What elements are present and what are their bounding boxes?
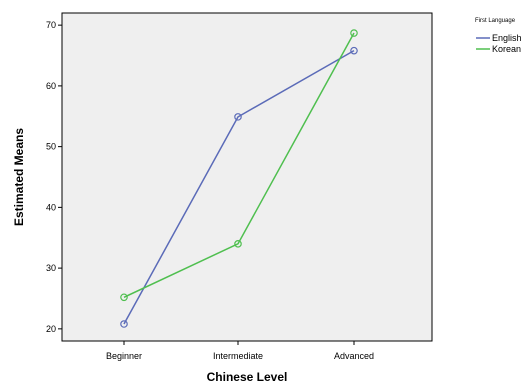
legend-label-korean: Korean <box>492 44 521 54</box>
x-tick-label: Intermediate <box>213 351 263 361</box>
data-point-english <box>234 113 242 121</box>
data-point-korean <box>350 29 358 37</box>
series-layer <box>120 29 358 328</box>
y-axis: 20 30 40 50 60 70 <box>46 20 62 334</box>
series-line-korean <box>123 32 355 298</box>
series-line-english <box>123 50 355 325</box>
data-point-korean <box>234 240 242 248</box>
data-point-english <box>350 46 358 55</box>
data-point-english <box>120 320 128 328</box>
y-axis-title: Estimated Means <box>12 128 26 226</box>
y-tick-label: 70 <box>46 20 56 30</box>
y-tick-label: 30 <box>46 263 56 273</box>
legend: First Language English Korean <box>475 18 522 54</box>
legend-label-english: English <box>492 33 522 43</box>
y-tick-label: 50 <box>46 142 56 152</box>
legend-title: First Language <box>475 18 516 24</box>
x-tick-label: Beginner <box>106 351 142 361</box>
y-tick-label: 40 <box>46 202 56 212</box>
plot-area <box>61 12 433 342</box>
y-tick-label: 60 <box>46 81 56 91</box>
x-axis: Beginner Intermediate Advanced <box>106 341 374 361</box>
x-tick-label: Advanced <box>334 351 374 361</box>
y-tick-label: 20 <box>46 324 56 334</box>
data-point-korean <box>120 293 128 302</box>
x-axis-title: Chinese Level <box>207 370 288 383</box>
